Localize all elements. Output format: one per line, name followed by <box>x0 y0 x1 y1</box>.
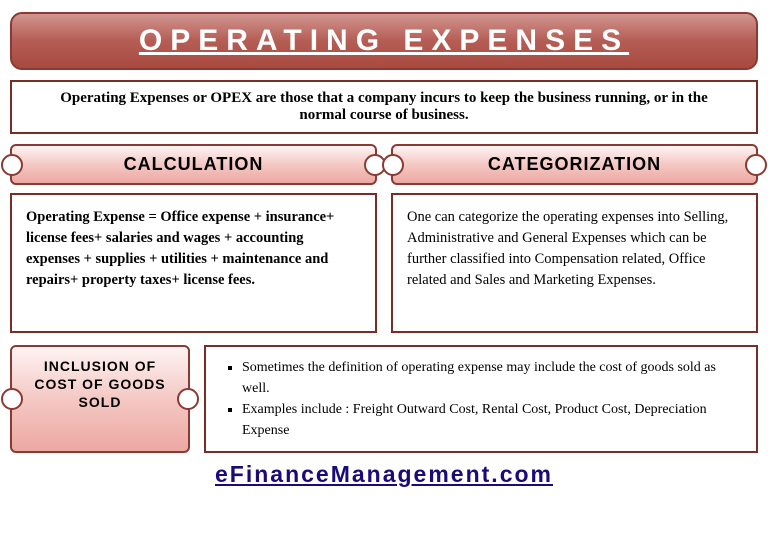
inclusion-heading: INCLUSION OF COST OF GOODS SOLD <box>34 358 165 410</box>
definition-text: Operating Expenses or OPEX are those tha… <box>60 90 708 123</box>
categorization-heading: CATEGORIZATION <box>488 154 661 174</box>
categorization-heading-ticket: CATEGORIZATION <box>391 144 758 185</box>
inclusion-bullet-2: Examples include : Freight Outward Cost,… <box>242 399 740 441</box>
calculation-column: CALCULATION Operating Expense = Office e… <box>10 144 377 333</box>
footer-link[interactable]: eFinanceManagement.com <box>10 461 758 488</box>
inclusion-list: Sometimes the definition of operating ex… <box>222 357 740 441</box>
calculation-body: Operating Expense = Office expense + ins… <box>26 209 334 288</box>
categorization-body-box: One can categorize the operating expense… <box>391 193 758 333</box>
title-banner: OPERATING EXPENSES <box>10 12 758 70</box>
inclusion-heading-ticket: INCLUSION OF COST OF GOODS SOLD <box>10 345 190 453</box>
calculation-heading-ticket: CALCULATION <box>10 144 377 185</box>
two-column-section: CALCULATION Operating Expense = Office e… <box>10 144 758 333</box>
calculation-heading: CALCULATION <box>124 154 264 174</box>
categorization-body: One can categorize the operating expense… <box>407 209 728 288</box>
main-title: OPERATING EXPENSES <box>32 24 736 58</box>
footer-text: eFinanceManagement.com <box>215 461 553 487</box>
inclusion-row: INCLUSION OF COST OF GOODS SOLD Sometime… <box>10 345 758 453</box>
inclusion-body-box: Sometimes the definition of operating ex… <box>204 345 758 453</box>
categorization-column: CATEGORIZATION One can categorize the op… <box>391 144 758 333</box>
definition-box: Operating Expenses or OPEX are those tha… <box>10 80 758 134</box>
calculation-body-box: Operating Expense = Office expense + ins… <box>10 193 377 333</box>
inclusion-bullet-1: Sometimes the definition of operating ex… <box>242 357 740 399</box>
